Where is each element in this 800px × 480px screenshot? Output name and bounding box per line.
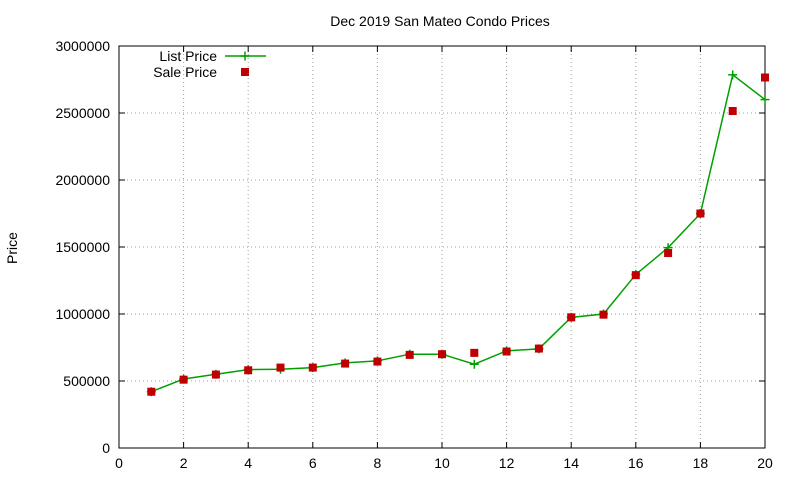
data-point: [567, 313, 576, 322]
series-line: [151, 73, 766, 393]
data-point: [728, 70, 738, 80]
data-point: [373, 357, 382, 366]
data-point: [308, 363, 317, 372]
data-point: [211, 370, 220, 379]
y-tick-label: 500000: [63, 373, 110, 389]
x-tick-label: 18: [693, 455, 709, 471]
data-point: [470, 348, 479, 357]
data-point: [341, 359, 350, 368]
grid: [119, 46, 765, 448]
data-point: [276, 363, 285, 372]
y-axis-label: Price: [4, 232, 20, 264]
y-tick-label: 2000000: [55, 172, 110, 188]
y-tick-label: 0: [102, 440, 110, 456]
series: [146, 70, 770, 397]
series-sale-price: [147, 73, 769, 396]
data-point: [244, 366, 253, 375]
x-tick-label: 4: [244, 455, 252, 471]
x-tick-label: 14: [563, 455, 579, 471]
data-point: [728, 106, 737, 115]
legend-marker: [241, 68, 249, 76]
data-point: [147, 387, 156, 396]
legend-marker: [240, 51, 250, 61]
y-tick-label: 1500000: [55, 239, 110, 255]
x-tick-label: 2: [180, 455, 188, 471]
x-tick-label: 6: [309, 455, 317, 471]
series-list-price: [146, 70, 770, 397]
data-point: [469, 359, 479, 369]
axis-ticks: 0 2 4 6 8 10 12 14 16 18 20 0 500000 1000000 1500000 20…: [55, 38, 773, 471]
x-tick-label: 8: [374, 455, 382, 471]
data-point: [761, 73, 769, 82]
y-tick-label: 3000000: [55, 38, 110, 54]
data-point: [599, 310, 608, 319]
data-point: [534, 344, 543, 353]
chart-title: Dec 2019 San Mateo Condo Prices: [330, 13, 549, 29]
x-tick-label: 16: [628, 455, 644, 471]
data-point: [502, 347, 511, 356]
x-tick-label: 20: [757, 455, 773, 471]
data-point: [664, 249, 673, 258]
data-point: [405, 350, 414, 359]
y-tick-label: 1000000: [55, 306, 110, 322]
y-tick-label: 2500000: [55, 105, 110, 121]
legend-label: List Price: [159, 48, 217, 64]
data-point: [696, 209, 705, 218]
data-point: [760, 95, 770, 105]
data-point: [179, 375, 188, 384]
data-point: [438, 350, 446, 359]
data-point: [631, 271, 640, 280]
x-tick-label: 10: [434, 455, 450, 471]
legend-label: Sale Price: [153, 64, 217, 80]
x-tick-label: 12: [499, 455, 515, 471]
x-tick-label: 0: [115, 455, 123, 471]
